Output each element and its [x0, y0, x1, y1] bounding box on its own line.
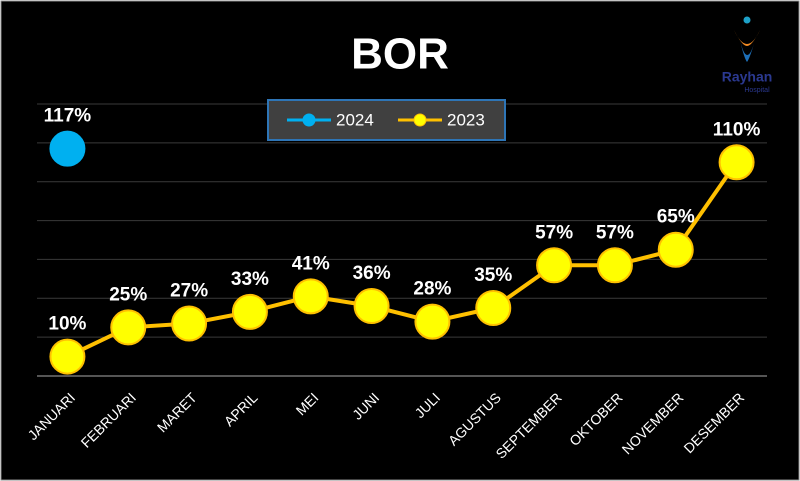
data-point	[414, 303, 451, 340]
data-point	[292, 278, 329, 315]
data-label: 28%	[413, 279, 451, 300]
data-point	[657, 231, 694, 268]
logo: Rayhan Hospital	[722, 16, 773, 94]
data-point	[49, 130, 86, 167]
data-point	[596, 247, 633, 284]
data-point	[171, 305, 208, 342]
data-point	[536, 247, 573, 284]
data-label: 25%	[109, 284, 147, 305]
data-label: 33%	[231, 269, 269, 290]
logo-subtitle: Hospital	[744, 87, 770, 94]
data-point	[475, 290, 512, 326]
data-label: 35%	[474, 265, 512, 286]
data-label: 110%	[713, 119, 761, 140]
data-point	[353, 288, 390, 325]
data-point	[49, 338, 86, 375]
data-point	[718, 144, 755, 181]
chart-title: BOR	[351, 30, 449, 79]
data-label: 36%	[353, 263, 391, 284]
legend-marker	[413, 113, 427, 127]
logo-icon	[740, 40, 755, 62]
data-label: 57%	[535, 222, 573, 243]
legend-label: 2023	[447, 110, 485, 129]
data-label: 27%	[170, 281, 208, 302]
data-label: 65%	[657, 207, 695, 228]
data-point	[110, 309, 147, 346]
data-label: 57%	[596, 222, 634, 243]
logo-icon	[743, 16, 751, 24]
legend-marker	[302, 113, 316, 127]
data-label: 10%	[48, 314, 86, 335]
data-point	[231, 293, 268, 330]
legend-label: 2024	[336, 110, 374, 129]
logo-name: Rayhan	[722, 69, 773, 85]
data-label: 41%	[292, 253, 330, 274]
data-label: 117%	[44, 106, 92, 127]
